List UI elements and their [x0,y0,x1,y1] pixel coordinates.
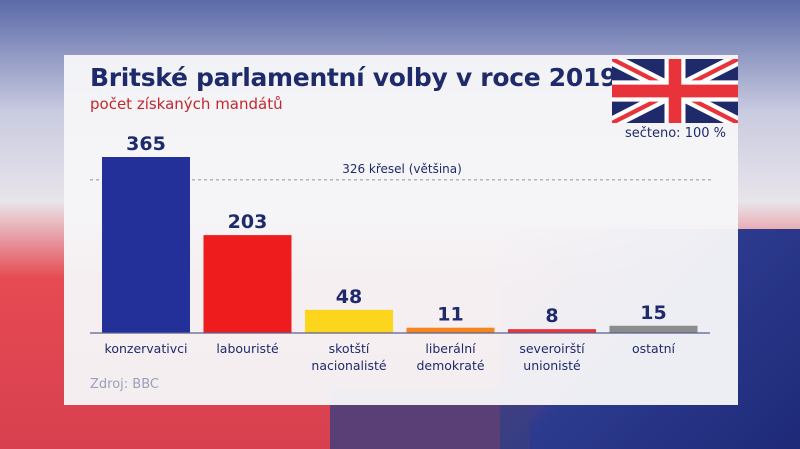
category-label-5: ostatní [632,341,676,356]
bar-3 [406,327,495,333]
category-label-0: konzervativci [105,341,188,356]
category-label-2: nacionalisté [311,358,387,373]
majority-label: 326 křesel (většina) [342,162,462,176]
category-label-3: liberální [425,341,476,356]
category-label-2: skotští [329,341,370,356]
counted-status: sečteno: 100 % [624,126,726,141]
category-label-4: unionisté [523,358,581,373]
bar-2 [305,309,393,333]
data-label-5: 15 [640,302,666,324]
bar-0 [102,157,190,333]
union-jack-flag-icon [612,59,738,123]
category-label-4: severoirští [519,341,585,356]
data-label-1: 203 [228,211,268,233]
bar-4 [508,329,596,333]
data-label-3: 11 [437,304,463,326]
data-label-4: 8 [545,305,558,327]
chart-panel: Britské parlamentní volby v roce 2019 po… [64,55,738,405]
chart-title: Britské parlamentní volby v roce 2019 [90,63,618,92]
category-label-3: demokraté [416,358,484,373]
data-label-2: 48 [336,286,362,308]
bar-5 [609,325,698,333]
source-note: Zdroj: BBC [90,377,159,392]
bar-1 [203,235,292,333]
data-label-0: 365 [126,133,166,155]
bar-chart: 326 křesel (většina) 365 konzervativci 203 l… [90,133,714,373]
category-label-1: labouristé [216,341,279,356]
chart-subtitle: počet získaných mandátů [90,95,283,113]
